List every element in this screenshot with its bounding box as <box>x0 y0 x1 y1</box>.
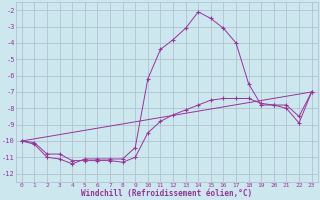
X-axis label: Windchill (Refroidissement éolien,°C): Windchill (Refroidissement éolien,°C) <box>81 189 252 198</box>
